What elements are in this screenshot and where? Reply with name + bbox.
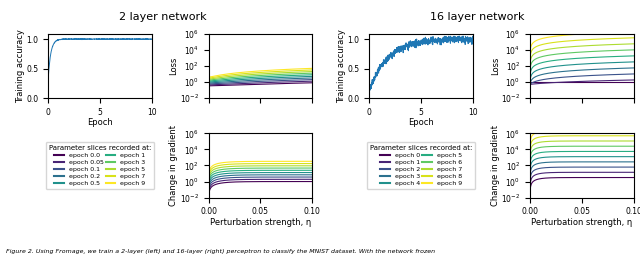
X-axis label: Perturbation strength, η: Perturbation strength, η [531,218,632,227]
Legend: epoch 0, epoch 1, epoch 2, epoch 3, epoch 4, epoch 5, epoch 6, epoch 7, epoch 8,: epoch 0, epoch 1, epoch 2, epoch 3, epoc… [367,142,476,189]
Y-axis label: Change in gradient: Change in gradient [491,125,500,206]
Y-axis label: Change in gradient: Change in gradient [170,125,179,206]
Text: Figure 2. Using Fromage, we train a 2-layer (left) and 16-layer (right) perceptr: Figure 2. Using Fromage, we train a 2-la… [6,250,436,255]
X-axis label: Epoch: Epoch [408,118,434,127]
Legend: epoch 0.0, epoch 0.05, epoch 0.1, epoch 0.2, epoch 0.5, epoch 1, epoch 3, epoch : epoch 0.0, epoch 0.05, epoch 0.1, epoch … [45,142,154,189]
Text: 16 layer network: 16 layer network [429,11,524,22]
X-axis label: Epoch: Epoch [87,118,113,127]
X-axis label: Perturbation strength, η: Perturbation strength, η [210,218,311,227]
Y-axis label: Loss: Loss [170,57,179,75]
Y-axis label: Loss: Loss [491,57,500,75]
Y-axis label: Training accuracy: Training accuracy [337,29,346,103]
Text: 2 layer network: 2 layer network [120,11,207,22]
Y-axis label: Training accuracy: Training accuracy [16,29,25,103]
